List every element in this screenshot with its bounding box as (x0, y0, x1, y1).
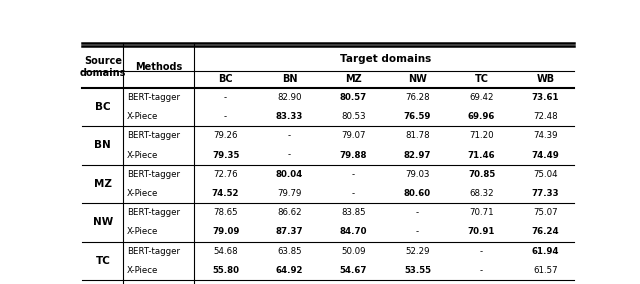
Text: 70.91: 70.91 (468, 227, 495, 237)
Text: Target domains: Target domains (340, 54, 431, 64)
Text: -: - (480, 247, 483, 256)
Text: 86.62: 86.62 (277, 208, 302, 217)
Text: MZ: MZ (345, 74, 362, 84)
Text: BN: BN (282, 74, 298, 84)
Text: BC: BC (218, 74, 233, 84)
Text: 76.24: 76.24 (532, 227, 559, 237)
Text: BC: BC (95, 102, 111, 112)
Text: X-Piece: X-Piece (127, 266, 159, 275)
Text: -: - (352, 189, 355, 198)
Text: -: - (224, 112, 227, 121)
Text: 75.07: 75.07 (533, 208, 558, 217)
Text: BERT-tagger: BERT-tagger (127, 247, 180, 256)
Text: 74.49: 74.49 (532, 151, 559, 160)
Text: X-Piece: X-Piece (127, 112, 159, 121)
Text: BERT-tagger: BERT-tagger (127, 93, 180, 102)
Text: 70.71: 70.71 (469, 208, 494, 217)
Text: 52.29: 52.29 (405, 247, 430, 256)
Text: 74.39: 74.39 (533, 131, 557, 140)
Text: 75.04: 75.04 (533, 170, 558, 179)
Text: 71.46: 71.46 (468, 151, 495, 160)
Text: 69.96: 69.96 (468, 112, 495, 121)
Text: -: - (416, 208, 419, 217)
Text: 63.85: 63.85 (277, 247, 302, 256)
Text: X-Piece: X-Piece (127, 227, 159, 237)
Text: 70.85: 70.85 (468, 170, 495, 179)
Text: 82.97: 82.97 (404, 151, 431, 160)
Text: 80.60: 80.60 (404, 189, 431, 198)
Text: BN: BN (95, 140, 111, 151)
Text: -: - (480, 266, 483, 275)
Text: TC: TC (95, 256, 110, 266)
Text: 79.03: 79.03 (405, 170, 430, 179)
Text: BERT-tagger: BERT-tagger (127, 131, 180, 140)
Text: 72.76: 72.76 (213, 170, 238, 179)
Text: 69.42: 69.42 (469, 93, 494, 102)
Text: 81.78: 81.78 (405, 131, 430, 140)
Text: -: - (416, 227, 419, 237)
Text: 53.55: 53.55 (404, 266, 431, 275)
Text: 76.28: 76.28 (405, 93, 430, 102)
Text: WB: WB (536, 74, 554, 84)
Text: 73.61: 73.61 (532, 93, 559, 102)
Text: 54.67: 54.67 (340, 266, 367, 275)
Text: 79.26: 79.26 (213, 131, 238, 140)
Text: 78.65: 78.65 (213, 208, 238, 217)
Text: MZ: MZ (94, 179, 112, 189)
Text: BERT-tagger: BERT-tagger (127, 170, 180, 179)
Text: 61.94: 61.94 (532, 247, 559, 256)
Text: 50.09: 50.09 (341, 247, 366, 256)
Text: 79.88: 79.88 (340, 151, 367, 160)
Text: -: - (288, 131, 291, 140)
Text: 87.37: 87.37 (276, 227, 303, 237)
Text: BERT-tagger: BERT-tagger (127, 208, 180, 217)
Text: 71.20: 71.20 (469, 131, 494, 140)
Text: 79.09: 79.09 (212, 227, 239, 237)
Text: NW: NW (408, 74, 427, 84)
Text: 84.70: 84.70 (340, 227, 367, 237)
Text: 79.07: 79.07 (341, 131, 366, 140)
Text: 64.92: 64.92 (276, 266, 303, 275)
Text: -: - (224, 93, 227, 102)
Text: 74.52: 74.52 (212, 189, 239, 198)
Text: 80.53: 80.53 (341, 112, 366, 121)
Text: X-Piece: X-Piece (127, 151, 159, 160)
Text: 80.04: 80.04 (276, 170, 303, 179)
Text: TC: TC (474, 74, 488, 84)
Text: 83.85: 83.85 (341, 208, 366, 217)
Text: 83.33: 83.33 (276, 112, 303, 121)
Text: 82.90: 82.90 (277, 93, 302, 102)
Text: NW: NW (93, 217, 113, 227)
Text: 61.57: 61.57 (533, 266, 558, 275)
Text: Source
domains: Source domains (79, 56, 126, 78)
Text: 76.59: 76.59 (404, 112, 431, 121)
Text: 68.32: 68.32 (469, 189, 494, 198)
Text: 79.79: 79.79 (277, 189, 301, 198)
Text: 79.35: 79.35 (212, 151, 239, 160)
Text: 77.33: 77.33 (532, 189, 559, 198)
Text: 72.48: 72.48 (533, 112, 558, 121)
Text: Methods: Methods (135, 62, 182, 72)
Text: X-Piece: X-Piece (127, 189, 159, 198)
Text: 54.68: 54.68 (213, 247, 238, 256)
Text: 55.80: 55.80 (212, 266, 239, 275)
Text: -: - (352, 170, 355, 179)
Text: -: - (288, 151, 291, 160)
Text: 80.57: 80.57 (340, 93, 367, 102)
